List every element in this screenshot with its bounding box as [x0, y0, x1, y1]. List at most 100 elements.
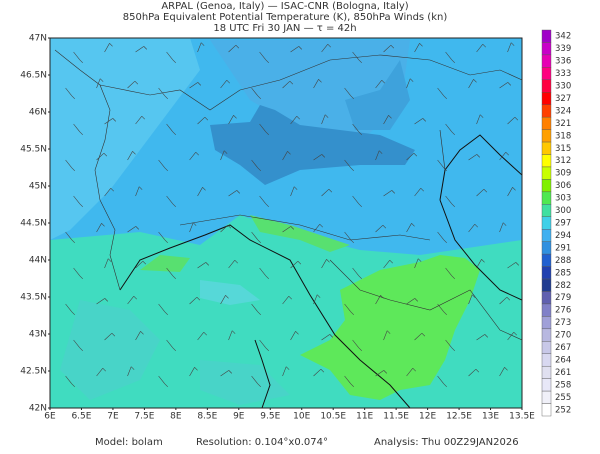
wind-barb-flag	[324, 114, 329, 118]
colorbar-swatch	[541, 303, 552, 317]
wind-barb-flag	[227, 224, 232, 229]
wind-barb-flag	[172, 275, 176, 280]
wind-barb	[104, 43, 110, 53]
wind-barb	[96, 367, 104, 377]
wind-barb-flag	[483, 188, 488, 193]
wind-barb	[158, 159, 166, 169]
colorbar-swatch	[541, 54, 552, 68]
colorbar-swatch	[541, 341, 552, 354]
wind-barb-flag	[409, 78, 414, 82]
wind-barb	[251, 375, 259, 385]
wind-barb-flag	[320, 368, 325, 373]
wind-barb-flag	[234, 259, 238, 264]
wind-barb	[313, 79, 319, 89]
colorbar-swatch	[541, 141, 552, 155]
wind-barb-flag	[328, 188, 333, 193]
wind-barb	[414, 43, 420, 53]
lat-label: 44N	[29, 256, 47, 266]
wind-barb-flag	[79, 275, 83, 280]
lon-label: 10.5E	[320, 412, 346, 422]
wind-barb	[290, 46, 299, 53]
wind-barb	[259, 339, 267, 349]
wind-barb-flag	[296, 115, 300, 120]
wind-barb-flag	[99, 78, 104, 82]
wind-barb-flag	[316, 294, 321, 298]
wind-barb-flag	[414, 298, 419, 302]
wind-barb-flag	[195, 151, 199, 156]
wind-barb-flag	[257, 239, 261, 244]
wind-barb-flag	[327, 43, 331, 48]
footer-model: Model: bolam	[95, 437, 163, 448]
wind-barb	[507, 331, 515, 341]
wind-barb	[189, 296, 198, 305]
wind-barb	[65, 87, 73, 97]
wind-barb	[437, 303, 445, 313]
header-line: 18 UTC Fri 30 JAN — τ = 42h	[213, 23, 356, 34]
wind-barb-flag	[350, 239, 354, 244]
wind-barb-flag	[451, 203, 455, 208]
colorbar-label: 270	[555, 331, 571, 341]
wind-barb	[127, 366, 132, 377]
wind-barb-flag	[265, 59, 269, 64]
wind-barb-flag	[505, 151, 509, 156]
wind-barb-flag	[350, 167, 354, 172]
wind-barb-flag	[202, 187, 206, 191]
wind-barb	[228, 44, 237, 53]
axes: 47N 46.5N 46N 45.5N 45N 44.5N 44N 43.5N 43N 42.5N…	[20, 34, 535, 422]
wind-barb-flag	[71, 95, 75, 100]
wind-barb-flag	[412, 367, 416, 372]
wind-barb-flag	[350, 383, 354, 388]
wind-barb	[383, 115, 389, 125]
wind-barb-flag	[71, 311, 75, 316]
lon-label: 7.5E	[134, 412, 154, 422]
colorbar-swatch	[541, 241, 552, 255]
wind-barb-flag	[506, 296, 511, 301]
wind-barb	[375, 79, 383, 89]
colorbar-swatch	[541, 92, 552, 105]
lon-label: 13E	[482, 412, 499, 422]
wind-barb-flag	[358, 203, 362, 208]
colorbar-swatch	[541, 316, 552, 330]
wind-barb	[259, 195, 267, 205]
wind-barb-flag	[197, 82, 202, 86]
lat-label: 45.5N	[20, 145, 47, 155]
wind-barb-flag	[484, 334, 489, 338]
wind-barb	[406, 152, 415, 161]
wind-barb-flag	[110, 187, 114, 192]
lat-label: 47N	[29, 34, 47, 44]
wind-barb	[321, 43, 329, 53]
wind-barb-flag	[265, 275, 269, 280]
wind-barb	[321, 259, 327, 269]
map	[49, 37, 523, 409]
wind-barb-flag	[319, 223, 323, 228]
wind-barb	[468, 79, 474, 89]
colorbar-swatch	[541, 104, 552, 118]
wind-barb	[383, 259, 391, 269]
wind-barb-flag	[443, 239, 447, 244]
wind-barb-flag	[474, 223, 478, 228]
wind-barb-flag	[479, 114, 484, 118]
field-region	[345, 60, 410, 130]
wind-barb	[135, 186, 140, 197]
wind-barb	[135, 260, 144, 269]
wind-barb	[406, 367, 414, 377]
wind-barb	[375, 224, 384, 233]
lon-label: 11E	[356, 412, 373, 422]
wind-barb	[344, 303, 352, 313]
wind-barb-flag	[257, 95, 261, 100]
wind-barb	[383, 330, 388, 341]
wind-barb	[251, 159, 259, 169]
wind-barb	[352, 267, 360, 277]
wind-barb-flag	[295, 331, 299, 335]
wind-barb	[158, 303, 166, 313]
wind-barb	[290, 115, 298, 125]
wind-barb	[282, 80, 291, 89]
wind-barb	[437, 159, 445, 169]
wind-barb	[158, 231, 166, 241]
wind-barb	[476, 114, 481, 125]
wind-barb	[73, 51, 81, 61]
wind-barb-flag	[443, 383, 447, 388]
wind-barb	[375, 295, 381, 305]
colorbar-label: 285	[555, 268, 571, 278]
wind-barb	[499, 367, 505, 377]
